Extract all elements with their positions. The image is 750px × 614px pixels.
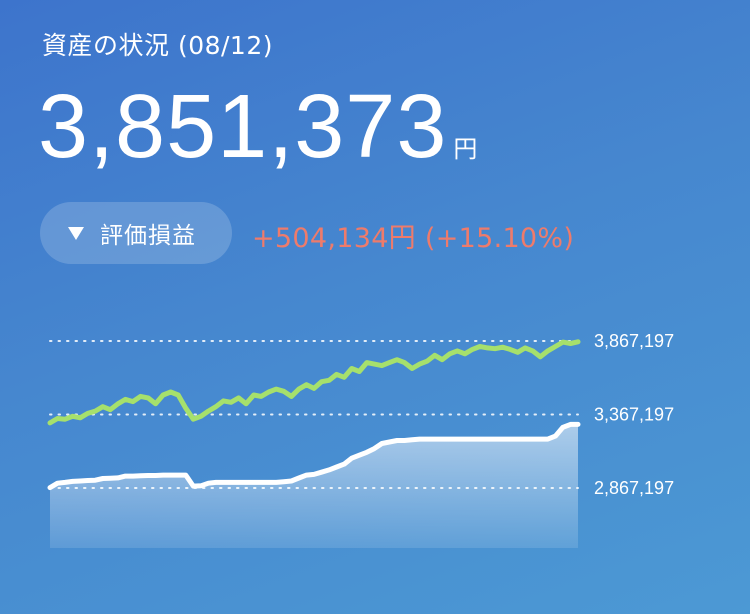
triangle-down-icon [68, 226, 84, 240]
series-line-0 [47, 339, 581, 426]
y-tick-label-0: 3,867,197 [594, 331, 674, 351]
total-assets-value: 3,851,373 [38, 77, 448, 177]
profit-loss-toggle-label: 評価損益 [100, 223, 196, 249]
chart-tick-labels: 3,867,197 3,367,197 2,867,197 [594, 331, 674, 498]
asset-chart: 3,867,197 3,367,197 2,867,197 [47, 331, 674, 548]
y-tick-label-1: 3,367,197 [594, 405, 674, 425]
total-assets: 3,851,373 円 [38, 82, 477, 172]
series-line-1 [47, 421, 581, 491]
series-area-1 [50, 424, 578, 548]
total-assets-unit: 円 [453, 135, 478, 163]
y-tick-label-2: 2,867,197 [594, 478, 674, 498]
profit-loss-toggle-button[interactable]: 評価損益 [40, 202, 232, 264]
chart-series [47, 339, 581, 548]
profit-loss-value: +504,134円 (+15.10%) [252, 223, 575, 254]
section-title: 資産の状況 (08/12) [42, 31, 273, 60]
